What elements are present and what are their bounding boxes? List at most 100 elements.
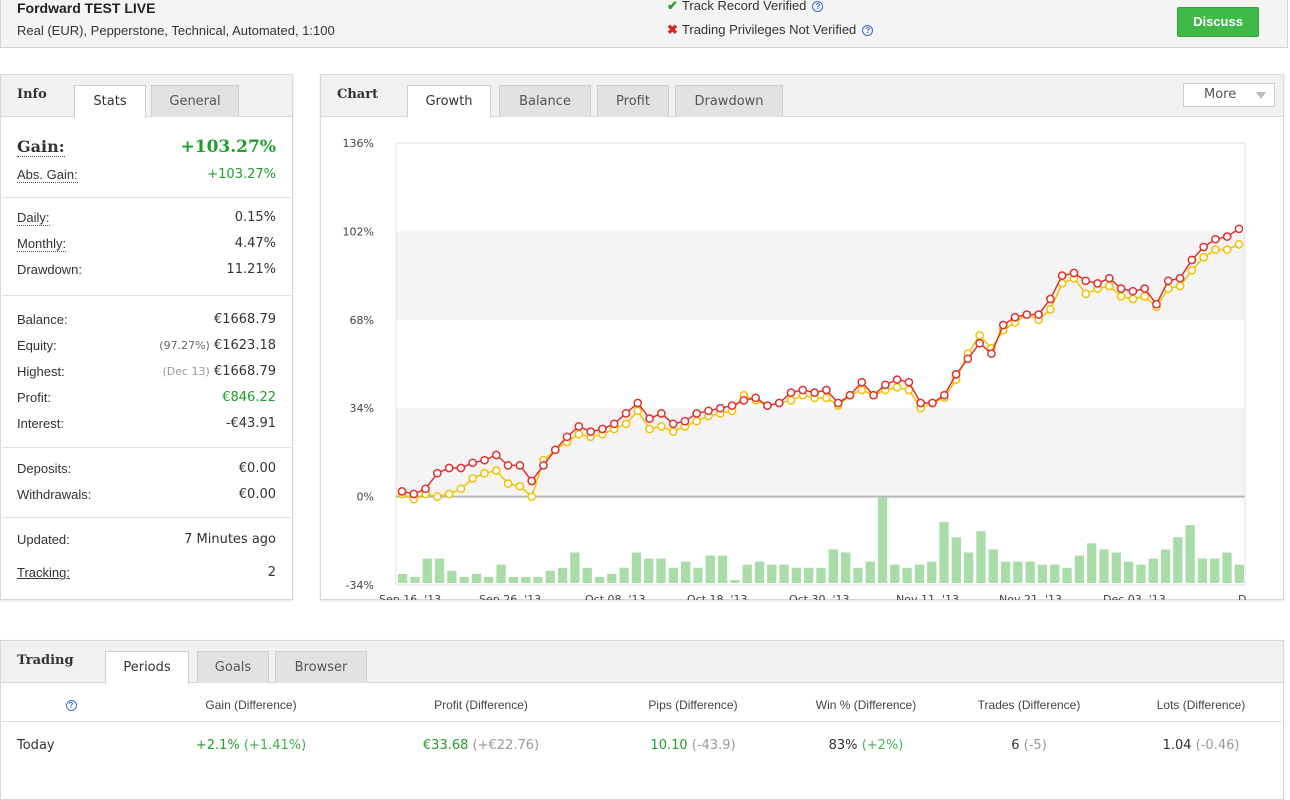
tab-drawdown[interactable]: Drawdown	[675, 85, 783, 117]
volume-bar	[1160, 549, 1171, 583]
row-lots: 1.04 (-0.46)	[1162, 738, 1240, 753]
volume-bar	[459, 576, 469, 583]
x-tick-label: Sep 16, '13	[379, 593, 441, 600]
tab-profit[interactable]: Profit	[597, 85, 669, 117]
col-pips: Pips (Difference)	[648, 698, 738, 712]
x-tick-label: Oct 30, '13	[789, 593, 850, 600]
equity-growth-point	[491, 466, 501, 475]
tab-general[interactable]: General	[151, 85, 239, 117]
growth-point	[562, 432, 572, 442]
y-tick-label: -34%	[346, 579, 374, 592]
col-trades: Trades (Difference)	[977, 698, 1081, 712]
growth-point	[1128, 286, 1138, 296]
tab-goals[interactable]: Goals	[197, 651, 269, 683]
highest-date: (Dec 13)	[162, 365, 210, 378]
volume-bar	[1087, 543, 1097, 583]
equity-growth-point	[1128, 294, 1138, 304]
tracking-link[interactable]: Tracking:	[17, 565, 70, 580]
col-win: Win % (Difference)	[815, 698, 917, 712]
x-tick-label: Oct 08, '13	[585, 593, 646, 600]
help-icon[interactable]: ?	[65, 700, 77, 711]
growth-chart: 136% 102% 68% 34% 0% -34% Sep 16, '13 Sep 26, '…	[343, 137, 1250, 600]
row-trades: 6 (-5)	[1011, 738, 1047, 753]
table-help[interactable]: ?	[41, 698, 101, 712]
divider	[2, 517, 291, 518]
x-tick-label: Sep 26, '13	[479, 593, 541, 600]
row-win: 83% (+2%)	[828, 738, 904, 753]
volume-bar	[496, 564, 506, 583]
equity-label: Equity:	[17, 338, 57, 353]
drawdown-value: 11.21%	[226, 262, 276, 277]
tab-stats[interactable]: Stats	[74, 85, 146, 118]
help-icon[interactable]: ?	[862, 25, 874, 36]
growth-point	[1022, 310, 1032, 319]
divider	[2, 295, 291, 296]
growth-point	[916, 398, 926, 408]
volume-bar	[767, 564, 777, 583]
equity-growth-point	[1211, 245, 1220, 254]
track-record-status: ✔ Track Record Verified?	[667, 0, 824, 14]
equity-growth-point	[433, 492, 442, 501]
growth-point	[998, 320, 1008, 330]
volume-bar	[1013, 561, 1023, 583]
discuss-button[interactable]: Discuss	[1177, 7, 1259, 37]
volume-bar	[1025, 561, 1035, 583]
volume-bar	[521, 576, 531, 583]
growth-point	[421, 484, 430, 494]
volume-bar	[1099, 549, 1109, 583]
growth-point	[550, 445, 560, 455]
volume-bar	[471, 573, 482, 583]
growth-point	[692, 409, 702, 418]
equity-growth-point	[668, 427, 678, 436]
growth-point	[539, 461, 548, 470]
volume-bar	[447, 570, 457, 583]
equity-growth-point	[468, 474, 478, 483]
volume-bar	[410, 576, 420, 583]
growth-point	[1163, 276, 1173, 286]
volume-bar	[717, 555, 728, 583]
tab-growth[interactable]: Growth	[407, 85, 491, 118]
more-dropdown[interactable]: More	[1183, 83, 1275, 107]
volume-bar	[1037, 564, 1048, 583]
growth-point	[951, 370, 961, 379]
growth-point	[1010, 312, 1020, 322]
daily-label: Daily:	[17, 210, 50, 226]
volume-bar	[902, 567, 912, 583]
growth-point	[1046, 294, 1055, 304]
equity-growth-point	[857, 385, 867, 395]
volume-bar	[988, 549, 998, 583]
equity-value: €1623.18	[213, 338, 276, 353]
help-icon[interactable]: ?	[812, 1, 824, 12]
growth-point	[491, 450, 501, 460]
chart-tabbar: Chart Growth Balance Profit Drawdown Mor…	[321, 75, 1283, 118]
checkmark-icon: ✔	[667, 0, 678, 13]
volume-bar	[656, 558, 666, 583]
tab-browser[interactable]: Browser	[275, 651, 367, 683]
gain-row: Gain: +103.27%	[17, 137, 276, 157]
equity-growth-point	[1081, 289, 1091, 299]
growth-point	[409, 489, 419, 499]
volume-bar	[1074, 555, 1085, 583]
growth-point	[892, 375, 902, 384]
growth-point	[444, 463, 454, 473]
tab-balance[interactable]: Balance	[499, 85, 591, 117]
growth-point	[1104, 273, 1114, 283]
row-period: Today	[17, 738, 55, 753]
drawdown-label: Drawdown:	[17, 262, 83, 277]
growth-point	[1234, 224, 1244, 234]
volume-bar	[594, 576, 605, 583]
volume-bar	[1136, 564, 1146, 583]
x-tick-label: Oct 18, '13	[687, 593, 748, 600]
growth-point	[657, 409, 666, 418]
info-tabbar: Info Stats General	[1, 75, 292, 118]
growth-point	[433, 468, 442, 478]
abs-gain-label: Abs. Gain:	[17, 167, 78, 183]
growth-point	[963, 354, 973, 364]
volume-bar	[693, 567, 703, 583]
tab-periods[interactable]: Periods	[105, 651, 189, 684]
equity-growth-point	[621, 419, 631, 429]
equity-growth-point	[503, 479, 513, 488]
growth-point	[633, 398, 643, 408]
volume-bar	[853, 567, 863, 583]
volume-bar	[557, 567, 568, 583]
